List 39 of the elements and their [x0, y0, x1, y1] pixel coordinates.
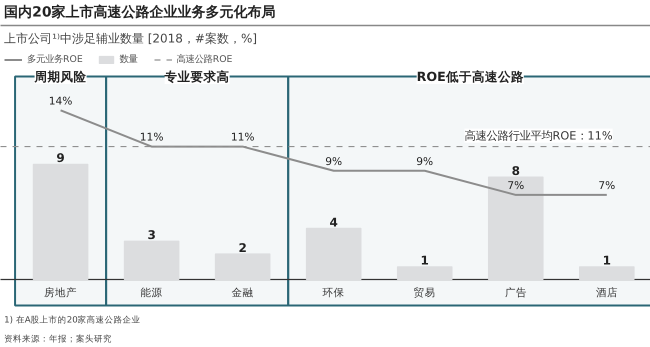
- bar: [214, 253, 270, 280]
- band-label: 专业要求高: [164, 69, 230, 84]
- data-label: 11%: [230, 130, 254, 144]
- chart-title: 国内20家上市高速公路企业业务多元化布局: [4, 4, 276, 20]
- x-tick-label: 酒店: [596, 286, 618, 299]
- bar: [396, 266, 453, 280]
- x-tick-label: 贸易: [414, 286, 436, 299]
- bar: [306, 228, 362, 280]
- data-label: 4: [330, 215, 338, 230]
- x-tick-label: 金融: [232, 286, 254, 299]
- legend-label: 高速公路ROE: [176, 53, 232, 66]
- text: 1) 在A股上市的20家高速公路企业: [4, 314, 141, 326]
- band-label: ROE低于高速公路: [416, 69, 524, 84]
- data-label: 9: [56, 151, 65, 166]
- data-label: 7%: [598, 178, 616, 192]
- bar: [488, 176, 544, 280]
- band-label: 周期风险: [34, 69, 88, 84]
- bar: [578, 266, 635, 280]
- legend-label: 数量: [120, 53, 139, 66]
- data-label: 1: [420, 254, 429, 268]
- x-tick-label: 房地产: [44, 286, 78, 299]
- data-label: 9%: [416, 154, 434, 168]
- data-label: 9%: [325, 154, 342, 168]
- data-label: 1: [602, 254, 611, 268]
- data-label: 2: [238, 240, 247, 255]
- chart-subtitle: 上市公司¹⁾中涉足辅业数量 [2018，#案数，%]: [4, 32, 258, 46]
- text: 高速公路行业平均ROE：11%: [464, 128, 613, 143]
- data-label: 3: [147, 228, 156, 242]
- bar: [32, 164, 88, 280]
- x-tick-label: 能源: [140, 286, 163, 299]
- x-tick-label: 环保: [322, 286, 345, 299]
- legend-label: 多元业务ROE: [27, 53, 83, 66]
- data-label: 11%: [140, 130, 164, 144]
- data-label: 7%: [507, 178, 524, 192]
- bar: [124, 240, 180, 280]
- data-label: 8: [512, 164, 520, 178]
- x-tick-label: 广告: [504, 286, 527, 299]
- data-label: 14%: [48, 94, 72, 108]
- text: 资料来源：年报；案头研究: [4, 334, 112, 344]
